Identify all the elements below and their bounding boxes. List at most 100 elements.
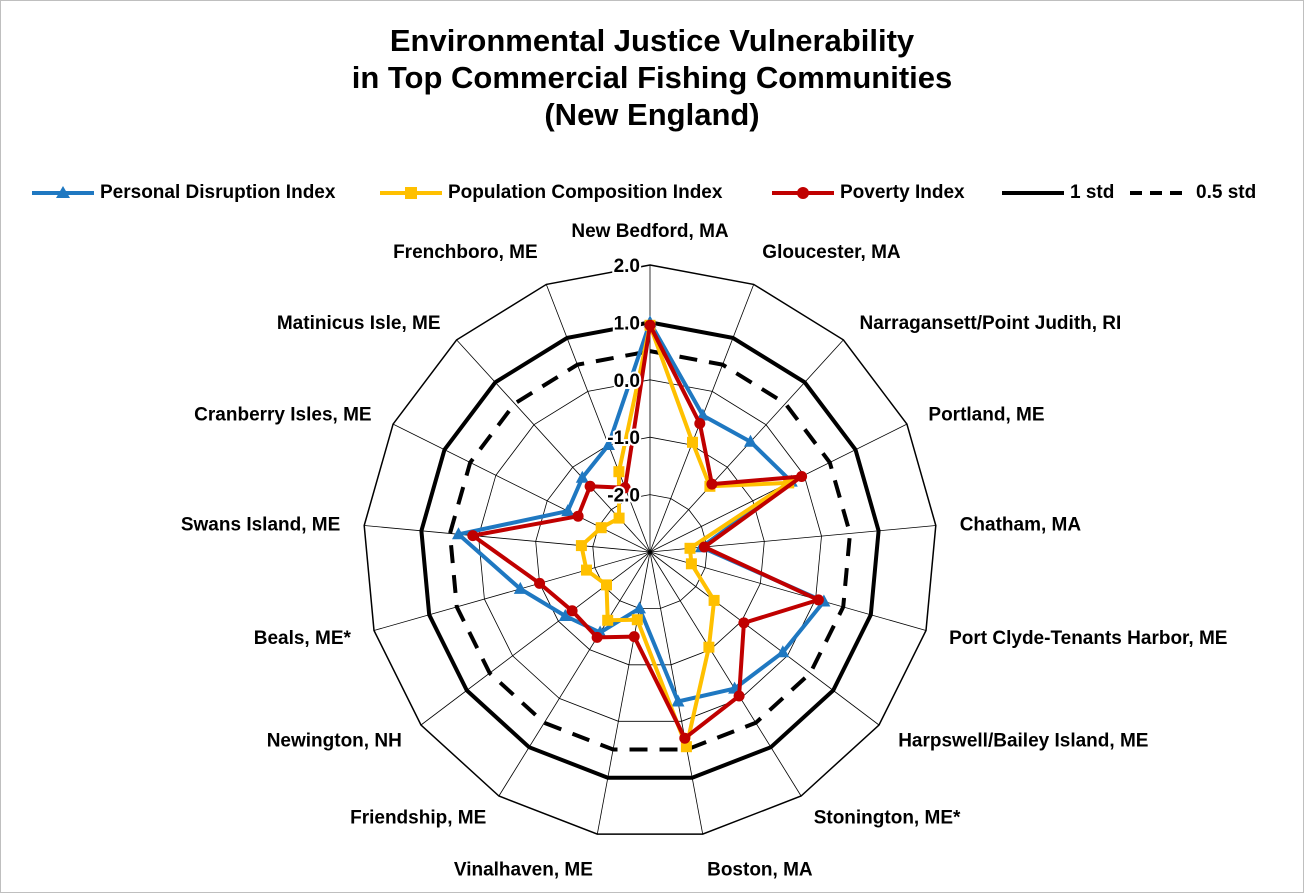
series-poverty-index-point-13 xyxy=(534,577,546,589)
series-poverty-index-point-1 xyxy=(644,319,656,331)
legend-item-0-5-std: 0.5 std xyxy=(1128,178,1256,208)
legend-item-personal-disruption: Personal Disruption Index xyxy=(32,178,335,208)
series-personal-disruption-index-point-13 xyxy=(513,581,527,594)
category-label-1: New Bedford, MA xyxy=(571,221,729,242)
category-label-3: Narragansett/Point Judith, RI xyxy=(860,313,1122,334)
grid-ring-4 xyxy=(363,264,937,835)
category-label-5: Chatham, MA xyxy=(960,514,1082,535)
legend-swatch-0-5-std xyxy=(1130,191,1190,195)
legend-label-personal-disruption: Personal Disruption Index xyxy=(100,182,336,203)
category-label-15: Cranberry Isles, ME xyxy=(194,404,371,425)
series-poverty-index-point-17 xyxy=(619,482,631,494)
series-population-composition-index-point-4 xyxy=(783,477,795,489)
series-population-composition-index-point-5 xyxy=(684,542,696,554)
series-personal-disruption-index-point-10 xyxy=(633,601,646,614)
legend-label-poverty: Poverty Index xyxy=(840,182,965,203)
series-population-composition-index-point-17 xyxy=(613,466,625,478)
category-label-2: Gloucester, MA xyxy=(762,242,901,263)
grid-spoke-17 xyxy=(545,284,651,553)
series-personal-disruption-index-point-3 xyxy=(744,434,757,447)
series-poverty-index-point-5 xyxy=(698,541,710,553)
series-population-composition-index-point-2 xyxy=(687,436,698,448)
grid-ring-2 xyxy=(478,379,822,722)
series-personal-disruption-index-point-7 xyxy=(776,645,790,658)
legend-swatch-1-std xyxy=(1002,191,1064,195)
category-label-11: Friendship, ME xyxy=(350,807,486,828)
legend-swatch-personal-disruption xyxy=(32,186,94,198)
grid-spoke-7 xyxy=(649,551,880,726)
series-population-composition-index-point-13 xyxy=(581,564,592,576)
radial-tick-label-4: -1.0 xyxy=(607,428,640,449)
series-population-composition-index-point-11 xyxy=(602,614,614,626)
series-poverty-index-point-7 xyxy=(738,617,750,629)
series-poverty-index-line xyxy=(470,323,821,741)
category-label-6: Port Clyde-Tenants Harbor, ME xyxy=(949,628,1227,649)
grid-spoke-8 xyxy=(649,551,802,797)
category-label-8: Stonington, ME* xyxy=(814,807,961,828)
category-label-7: Harpswell/Bailey Island, ME xyxy=(898,730,1148,751)
radial-tick-label-5: -2.0 xyxy=(607,486,640,507)
series-poverty-index-point-11 xyxy=(591,631,603,643)
category-label-13: Beals, ME* xyxy=(254,628,352,649)
series-population-composition-index-point-7 xyxy=(708,594,720,606)
chart-title-line-3: (New England) xyxy=(544,97,760,132)
legend-swatch-poverty xyxy=(772,187,834,199)
grid-spoke-11 xyxy=(498,551,651,797)
series-personal-disruption-index-point-12 xyxy=(558,609,572,621)
legend-label-1-std: 1 std xyxy=(1070,182,1115,203)
chart-title: Environmental Justice Vulnerability in T… xyxy=(0,22,1304,133)
grid-spoke-13 xyxy=(373,551,651,631)
radial-tick-label-2: 1.0 xyxy=(614,313,640,334)
chart-legend: Personal Disruption Index Population Com… xyxy=(0,178,1304,208)
series-personal-disruption-index-point-14 xyxy=(452,527,465,540)
legend-item-1-std: 1 std xyxy=(1002,178,1114,208)
series-personal-disruption-index-point-17 xyxy=(602,438,615,450)
legend-item-population-composition: Population Composition Index xyxy=(380,178,722,208)
series-population-composition-index-point-10 xyxy=(631,614,643,626)
series-personal-disruption-index-point-9 xyxy=(671,694,685,707)
legend-label-0-5-std: 0.5 std xyxy=(1196,182,1257,203)
series-poverty-index-point-8 xyxy=(733,690,745,702)
category-label-17: Frenchboro, ME xyxy=(393,242,538,263)
category-label-4: Portland, ME xyxy=(928,404,1044,425)
series-personal-disruption-index-point-16 xyxy=(575,470,589,483)
category-label-14: Swans Island, ME xyxy=(181,514,340,535)
category-label-12: Newington, NH xyxy=(267,730,402,751)
chart-title-line-1: Environmental Justice Vulnerability xyxy=(389,23,915,58)
legend-label-population-composition: Population Composition Index xyxy=(448,182,723,203)
series-population-composition-index-point-6 xyxy=(685,558,697,570)
radial-tick-label-1: 2.0 xyxy=(614,256,640,277)
category-label-10: Vinalhaven, ME xyxy=(454,860,593,881)
series-poverty-index-point-4 xyxy=(796,471,808,482)
series-poverty-index-point-14 xyxy=(467,530,479,542)
category-label-9: Boston, MA xyxy=(707,860,813,881)
series-population-composition-index-point-8 xyxy=(703,641,715,653)
series-personal-disruption-index-point-15 xyxy=(561,504,575,517)
legend-item-poverty: Poverty Index xyxy=(772,178,965,208)
grid-spoke-14 xyxy=(364,525,651,553)
series-personal-disruption-index-line xyxy=(456,320,826,704)
radial-tick-label-3: 0.0 xyxy=(614,371,640,392)
grid-spoke-15 xyxy=(392,423,651,553)
series-poverty-index-point-10 xyxy=(628,631,640,643)
series-population-composition-index-point-14 xyxy=(575,540,587,552)
series-poverty-index-point-2 xyxy=(694,418,706,429)
series-population-composition-index-point-9 xyxy=(680,741,692,753)
series-personal-disruption-index-point-2 xyxy=(696,408,710,421)
series-population-composition-index-point-15 xyxy=(595,522,607,534)
series-poverty-index-point-6 xyxy=(812,594,824,606)
grid-spoke-10 xyxy=(596,551,651,835)
chart-title-line-2: in Top Commercial Fishing Communities xyxy=(351,60,953,95)
series-poverty-index-point-16 xyxy=(584,480,596,492)
category-label-16: Matinicus Isle, ME xyxy=(277,313,441,334)
series-population-composition-index-point-16 xyxy=(613,512,625,524)
legend-swatch-population-composition xyxy=(380,187,442,199)
series-population-composition-index-point-12 xyxy=(601,579,612,591)
series-1-std-line xyxy=(419,320,881,780)
series-poverty-index-point-12 xyxy=(566,605,578,617)
series-poverty-index-point-3 xyxy=(706,478,718,490)
series-poverty-index-point-15 xyxy=(572,510,584,522)
series-poverty-index-point-9 xyxy=(679,732,691,744)
